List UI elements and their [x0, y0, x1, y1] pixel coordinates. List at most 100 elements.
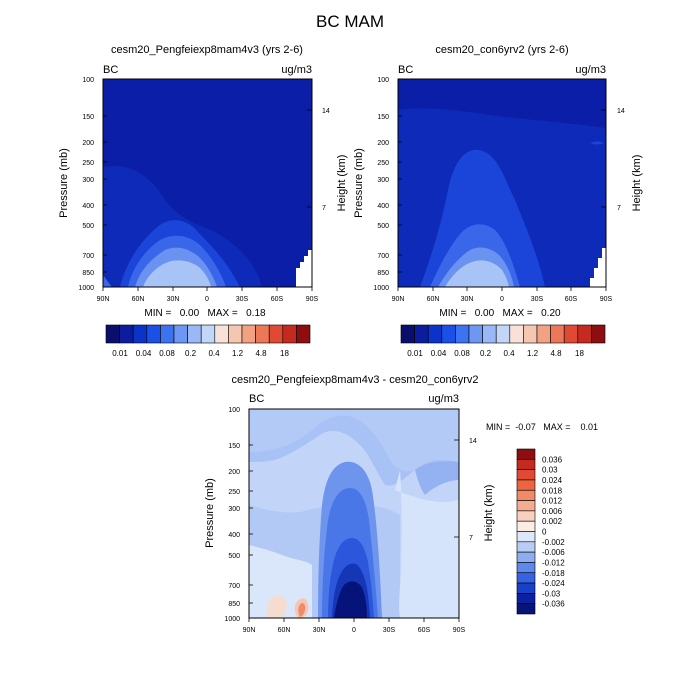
colorbar-label: 0.002: [542, 517, 563, 526]
colorbar-swatch: [516, 469, 536, 481]
colorbar-swatch: [516, 562, 536, 574]
x-tick-label: 90S: [306, 296, 319, 303]
colorbar-label: 1.2: [232, 349, 244, 358]
height-axis-label: Height (km): [336, 155, 348, 212]
x-tick-label: 60S: [418, 627, 431, 634]
colorbar-label: -0.03: [542, 589, 561, 598]
panel-1-stats: MIN = 0.00 MAX = 0.18: [144, 308, 266, 319]
panel-1-field: [102, 78, 313, 288]
colorbar-label: -0.018: [542, 569, 565, 578]
colorbar-swatch: [282, 324, 297, 344]
colorbar-swatch: [427, 324, 443, 344]
y-tick-label: 850: [82, 270, 94, 277]
y-tick-label: 1000: [373, 285, 389, 292]
x-tick-label: 90N: [97, 296, 110, 303]
panel-3-colorbar: 0.0360.030.0240.0180.0120.0060.0020-0.00…: [516, 448, 565, 615]
colorbar-swatch: [414, 324, 429, 344]
panel-3-var-label: BC: [249, 393, 264, 405]
colorbar-label: 0.012: [542, 497, 563, 506]
x-tick-label: 30N: [461, 296, 474, 303]
panel-2-height-axis: 14 7 Height (km): [601, 108, 643, 212]
colorbar-swatch: [516, 510, 536, 522]
figure-title: BC MAM: [316, 12, 384, 31]
x-tick-label: 0: [205, 296, 209, 303]
colorbar-label: 0.006: [542, 507, 563, 516]
x-tick-label: 90S: [600, 296, 613, 303]
colorbar-swatch: [516, 479, 536, 491]
colorbar-label: 1.2: [527, 349, 539, 358]
y-tick-label: 100: [228, 407, 240, 414]
colorbar-swatch: [591, 324, 606, 344]
colorbar-swatch: [187, 324, 202, 344]
panel-2-title: cesm20_con6yrv2 (yrs 2-6): [435, 44, 568, 56]
x-tick-label: 90N: [243, 627, 256, 634]
colorbar-label: -0.024: [542, 579, 565, 588]
panel-3-pressure-axis: 100 150 200 250 300 400 500 700 850 1000…: [204, 407, 253, 623]
y-tick-label: 500: [82, 223, 94, 230]
colorbar-label: 18: [575, 349, 584, 358]
y-tick-label: 100: [82, 77, 94, 84]
colorbar-swatch: [214, 324, 229, 344]
x-tick-label: 60S: [271, 296, 284, 303]
pressure-axis-label: Pressure (mb): [204, 478, 216, 548]
colorbar-label: 0.04: [136, 349, 152, 358]
colorbar-swatch: [495, 324, 511, 344]
x-tick-label: 30S: [383, 627, 396, 634]
panel-3-title: cesm20_Pengfeiexp8mam4v3 - cesm20_con6yr…: [231, 374, 478, 386]
y-tick-label: 850: [377, 270, 389, 277]
colorbar-swatch: [160, 324, 175, 344]
panel-3-lat-axis: 90N 60N 30N 0 30S 60S 90S: [243, 618, 466, 634]
x-tick-label: 0: [500, 296, 504, 303]
height-tick-label: 7: [322, 205, 326, 212]
colorbar-swatch: [523, 324, 538, 344]
colorbar-swatch: [119, 324, 134, 344]
colorbar-label: 0.2: [185, 349, 197, 358]
height-tick-label: 7: [617, 205, 621, 212]
colorbar-label: 0.4: [503, 349, 515, 358]
y-tick-label: 150: [228, 443, 240, 450]
pressure-axis-label: Pressure (mb): [58, 148, 70, 218]
y-tick-label: 100: [377, 77, 389, 84]
height-axis-label: Height (km): [483, 485, 495, 542]
panel-2-stats: MIN = 0.00 MAX = 0.20: [439, 308, 561, 319]
y-tick-label: 250: [228, 489, 240, 496]
colorbar-label: 18: [280, 349, 289, 358]
panel-2-pressure-axis: 100 150 200 250 300 400 500 700 850 1000…: [353, 77, 402, 292]
y-tick-label: 200: [82, 140, 94, 147]
y-tick-label: 850: [228, 601, 240, 608]
colorbar-swatch: [516, 489, 536, 501]
colorbar-label: 4.8: [550, 349, 562, 358]
y-tick-label: 400: [377, 203, 389, 210]
y-tick-label: 300: [82, 177, 94, 184]
colorbar-label: 4.8: [255, 349, 267, 358]
y-tick-label: 700: [82, 253, 94, 260]
colorbar-swatch: [516, 582, 536, 594]
colorbar-swatch: [132, 324, 148, 344]
colorbar-swatch: [516, 572, 536, 584]
colorbar-swatch: [482, 324, 497, 344]
y-tick-label: 1000: [224, 616, 240, 623]
height-tick-label: 14: [322, 108, 330, 115]
x-tick-label: 60N: [132, 296, 145, 303]
panel-2-lat-axis: 90N 60N 30N 0 30S 60S 90S: [392, 287, 613, 303]
height-tick-label: 14: [617, 108, 625, 115]
colorbar-swatch: [516, 520, 536, 532]
x-tick-label: 60N: [278, 627, 291, 634]
colorbar-label: 0.08: [159, 349, 175, 358]
colorbar-swatch: [516, 459, 536, 470]
colorbar-label: -0.006: [542, 548, 565, 557]
panel-3: cesm20_Pengfeiexp8mam4v3 - cesm20_con6yr…: [204, 374, 598, 634]
y-tick-label: 200: [377, 140, 389, 147]
colorbar-swatch: [146, 324, 161, 344]
x-tick-label: 0: [352, 627, 356, 634]
panel-3-units-label: ug/m3: [428, 393, 459, 405]
colorbar-swatch: [228, 324, 243, 344]
pressure-axis-label: Pressure (mb): [353, 148, 365, 218]
colorbar-swatch: [105, 324, 120, 344]
y-tick-label: 200: [228, 469, 240, 476]
colorbar-label: 0.036: [542, 455, 563, 464]
colorbar-swatch: [563, 324, 579, 344]
x-tick-label: 60N: [427, 296, 440, 303]
colorbar-label: 0.03: [542, 466, 558, 475]
